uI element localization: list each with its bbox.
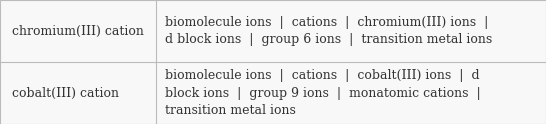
Text: biomolecule ions  |  cations  |  cobalt(III) ions  |  d
block ions  |  group 9 i: biomolecule ions | cations | cobalt(III)… — [165, 69, 481, 117]
Text: chromium(III) cation: chromium(III) cation — [12, 25, 144, 37]
Text: biomolecule ions  |  cations  |  chromium(III) ions  |
d block ions  |  group 6 : biomolecule ions | cations | chromium(II… — [165, 16, 492, 46]
Text: cobalt(III) cation: cobalt(III) cation — [12, 87, 119, 99]
